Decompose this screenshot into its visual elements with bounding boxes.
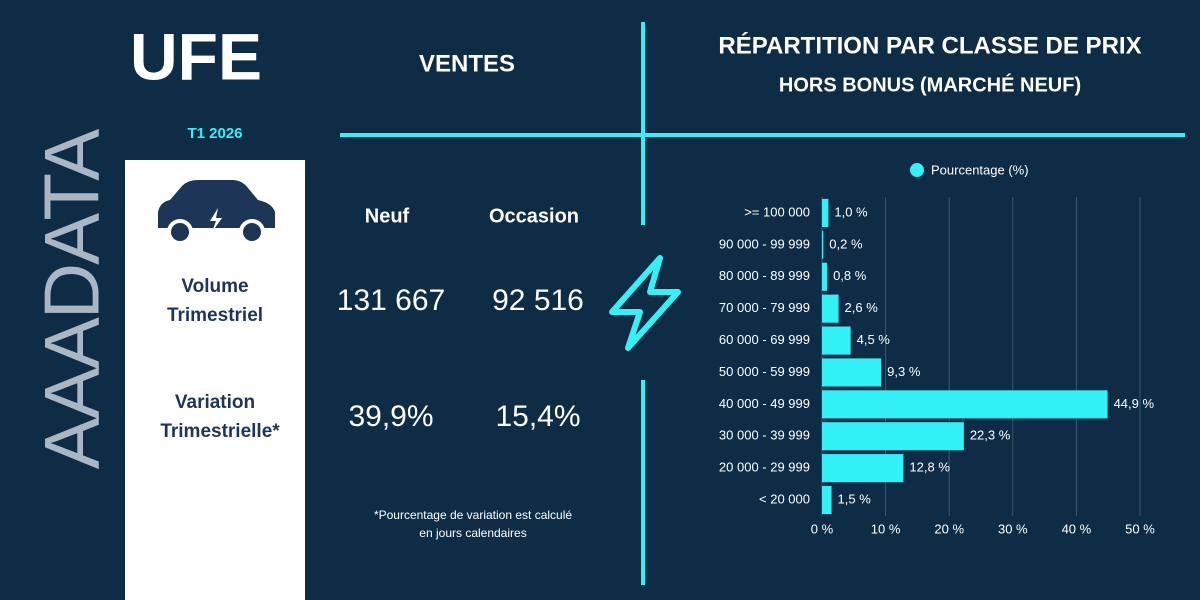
- value-label: 2,6 %: [845, 300, 879, 315]
- value-label: 22,3 %: [970, 428, 1011, 443]
- y-tick-label: 30 000 - 39 999: [719, 428, 810, 443]
- chart-subtitle: HORS BONUS (MARCHÉ NEUF): [779, 73, 1081, 96]
- x-tick-label: 40 %: [1062, 521, 1092, 536]
- stat-value: 92 516: [492, 284, 584, 317]
- y-tick-label: >= 100 000: [744, 204, 810, 219]
- legend-label: Pourcentage (%): [931, 162, 1029, 177]
- value-label: 1,0 %: [834, 204, 868, 219]
- footnote: en jours calendaires: [419, 526, 526, 540]
- bar: [822, 486, 832, 515]
- value-label: 1,5 %: [838, 491, 872, 506]
- stat-value: 131 667: [337, 284, 445, 317]
- y-tick-label: 60 000 - 69 999: [719, 332, 810, 347]
- panel: [125, 160, 305, 600]
- row-label: Trimestrielle*: [160, 421, 280, 442]
- bar: [822, 422, 964, 451]
- value-label: 4,5 %: [857, 332, 891, 347]
- row-label: Trimestriel: [167, 305, 263, 326]
- bar: [822, 326, 851, 355]
- x-tick-label: 50 %: [1125, 521, 1155, 536]
- y-tick-label: 80 000 - 89 999: [719, 268, 810, 283]
- legend-swatch: [910, 163, 924, 177]
- x-tick-label: 10 %: [871, 521, 901, 536]
- x-tick-label: 0 %: [811, 521, 834, 536]
- bar: [822, 358, 882, 387]
- brand: AAADATA: [28, 129, 116, 469]
- value-label: 12,8 %: [909, 460, 950, 475]
- footnote: *Pourcentage de variation est calculé: [374, 508, 572, 522]
- chart-title: RÉPARTITION PAR CLASSE DE PRIX: [718, 31, 1141, 59]
- bar: [822, 294, 839, 323]
- bar: [822, 390, 1108, 419]
- value-label: 9,3 %: [887, 364, 921, 379]
- row-label: Variation: [175, 392, 255, 413]
- column-header: Neuf: [365, 205, 410, 227]
- y-tick-label: 20 000 - 29 999: [719, 460, 810, 475]
- value-label: 0,8 %: [833, 268, 867, 283]
- bolt-icon: [609, 255, 681, 351]
- value-label: 0,2 %: [829, 236, 863, 251]
- y-tick-label: 90 000 - 99 999: [719, 236, 810, 251]
- y-tick-label: 70 000 - 79 999: [719, 300, 810, 315]
- period: T1 2026: [187, 125, 242, 142]
- stat-value: 39,9%: [348, 400, 433, 433]
- bar: [822, 262, 828, 291]
- value-label: 44,9 %: [1114, 396, 1155, 411]
- y-tick-label: 40 000 - 49 999: [719, 396, 810, 411]
- column-header: Occasion: [489, 205, 579, 227]
- x-tick-label: 20 %: [934, 521, 964, 536]
- stat-value: 15,4%: [495, 400, 580, 433]
- car-icon: [158, 180, 275, 245]
- y-tick-label: 50 000 - 59 999: [719, 364, 810, 379]
- section-title: VENTES: [419, 50, 515, 77]
- row-label: Volume: [181, 276, 248, 297]
- bar: [822, 230, 824, 259]
- y-tick-label: < 20 000: [759, 491, 810, 506]
- bar: [822, 454, 904, 483]
- logo: UFE: [130, 19, 262, 93]
- bar: [822, 198, 829, 227]
- x-tick-label: 30 %: [998, 521, 1028, 536]
